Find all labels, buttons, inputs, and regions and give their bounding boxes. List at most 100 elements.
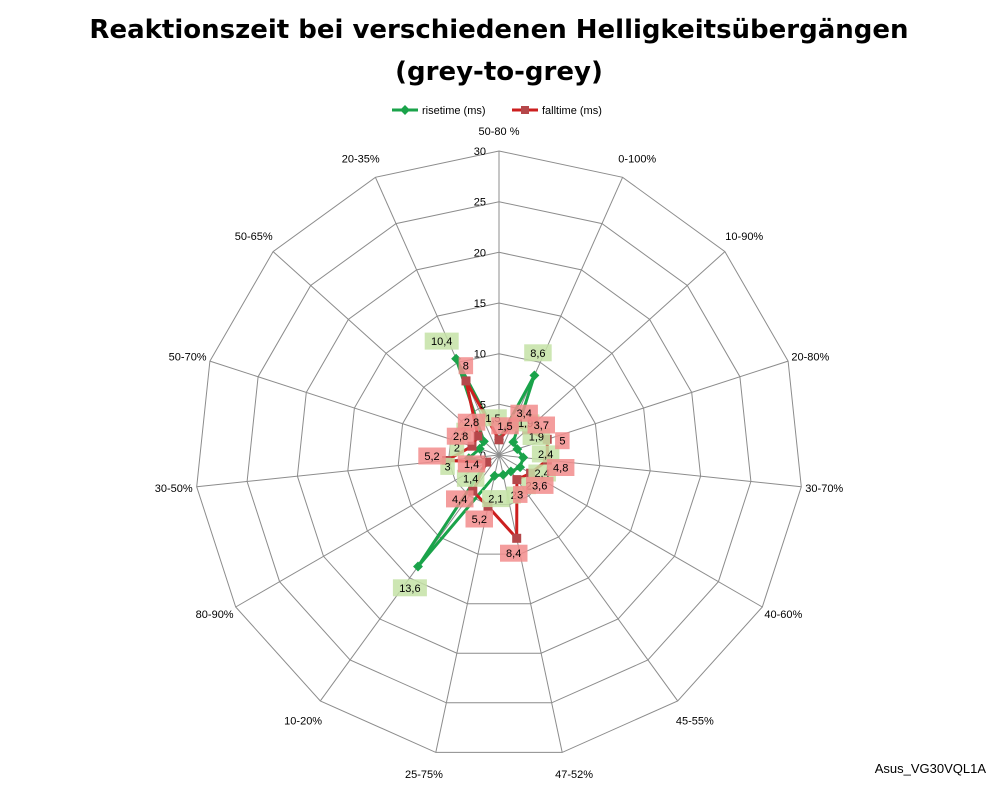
data-label-bg-s0-14: [424, 332, 459, 350]
grid-ring-15: [347, 302, 651, 605]
series-0-point-2: [508, 437, 519, 448]
tick-label-5: 5: [480, 399, 486, 411]
data-label-bg-s1-3: [555, 432, 570, 450]
category-label-8: 25-75%: [405, 769, 443, 781]
spoke-10: [235, 454, 500, 608]
data-label-text-s1-0: 1,5: [497, 421, 512, 433]
data-label-s1-6: 3: [513, 485, 528, 503]
data-label-s1-10: 1,4: [457, 455, 486, 473]
series-1-point-10: [482, 457, 492, 467]
data-label-s0-1: 8,6: [524, 344, 552, 362]
data-label-text-s0-9: 13,6: [399, 583, 420, 595]
data-label-s1-4: 4,8: [546, 459, 575, 476]
data-label-bg-s0-10: [456, 469, 485, 487]
data-label-s1-11: 5,2: [418, 447, 446, 465]
series-0-point-8: [489, 470, 500, 481]
data-label-s1-13: 2,8: [457, 413, 486, 431]
data-label-text-s1-13: 2,8: [464, 417, 479, 429]
series-1-point-14: [461, 376, 471, 386]
category-label-1: 0-100%: [618, 154, 656, 166]
data-label-text-s0-3: 1,9: [529, 432, 544, 444]
data-label-text-s0-8: 2,1: [488, 494, 503, 506]
category-labels: 50-80 % 0-100% 10-90% 20-80% 30-70% 40-60% 45-…: [155, 126, 844, 781]
data-label-bg-s1-4: [546, 459, 575, 476]
category-label-14: 20-35%: [342, 154, 380, 166]
data-label-s1-3: 5: [555, 432, 570, 450]
data-label-bg-s1-13: [457, 413, 486, 431]
tick-label-30: 30: [474, 146, 486, 158]
data-label-text-s1-12: 2,8: [453, 431, 468, 443]
series-0-point-1: [529, 370, 540, 381]
category-label-11: 30-50%: [155, 483, 193, 495]
category-label-13: 50-65%: [235, 231, 273, 243]
legend-label-risetime: risetime (ms): [422, 105, 486, 117]
data-label-text-s1-8: 5,2: [472, 514, 487, 526]
data-label-s1-5: 3,6: [526, 476, 554, 494]
series-0-point-4: [518, 452, 529, 463]
data-label-s1-8: 5,2: [465, 510, 493, 528]
data-label-text-s1-3: 5: [559, 436, 565, 448]
grid-ring-30: [196, 150, 802, 753]
data-label-s1-9: 4,4: [446, 490, 474, 508]
data-label-text-s1-5: 3,6: [532, 480, 547, 492]
data-label-bg-s1-10: [457, 455, 486, 473]
data-labels: 1,58,61,91,92,42,4222,113,61,432210,41,5…: [392, 332, 575, 597]
data-label-text-s1-4: 4,8: [553, 463, 568, 475]
series-1-point-13: [473, 431, 483, 441]
series-0-point-3: [512, 444, 523, 455]
data-label-bg-s0-1: [524, 344, 552, 362]
data-label-text-s0-12: 2: [454, 443, 460, 455]
series-0-point-7: [498, 469, 509, 480]
data-label-s1-14: 8: [458, 357, 474, 375]
grid-ring-20: [296, 251, 702, 654]
chart-title-line-2: (grey-to-grey): [395, 57, 603, 87]
data-label-text-s1-6: 3: [517, 489, 523, 501]
series-1-point-7: [512, 533, 522, 543]
chart-title-line-1: Reaktionszeit bei verschiedenen Helligke…: [89, 15, 908, 45]
data-label-text-s1-11: 5,2: [424, 451, 439, 463]
legend-item-risetime: risetime (ms): [392, 105, 486, 117]
series-0-point-9: [413, 561, 423, 572]
tick-label-10: 10: [474, 349, 486, 361]
series-0-point-6: [505, 466, 516, 477]
grid-ring-25: [246, 201, 752, 704]
data-label-s1-7: 8,4: [500, 544, 528, 562]
tick-label-15: 15: [474, 298, 486, 310]
data-label-text-s0-1: 8,6: [530, 348, 545, 360]
spoke-14: [374, 177, 500, 456]
data-label-bg-s0-4: [531, 445, 560, 463]
legend-item-falltime: falltime (ms): [512, 105, 602, 117]
series-0-point-14: [451, 353, 462, 364]
data-label-s0-8: 2,1: [482, 490, 510, 508]
radar-grid: [196, 150, 802, 753]
data-label-bg-s1-14: [458, 357, 474, 375]
data-label-bg-s0-8: [482, 490, 510, 508]
watermark-label: Asus_VG30VQL1A: [875, 761, 987, 776]
tick-label-20: 20: [474, 247, 486, 259]
category-label-3: 20-80%: [791, 352, 829, 364]
series-1-point-12: [467, 441, 477, 451]
legend: risetime (ms) falltime (ms): [392, 105, 602, 117]
series-1-point-6: [512, 475, 522, 485]
legend-label-falltime: falltime (ms): [542, 105, 602, 117]
series-1-point-0: [494, 435, 504, 445]
data-label-s1-2: 3,7: [527, 416, 555, 434]
category-label-6: 45-55%: [676, 715, 714, 727]
data-label-bg-s1-2: [527, 416, 555, 434]
data-label-text-s0-14: 10,4: [431, 336, 452, 348]
category-label-10: 80-90%: [196, 609, 234, 621]
data-label-bg-s1-11: [418, 447, 446, 465]
data-label-text-s0-4: 2,4: [538, 449, 553, 461]
data-label-text-s1-2: 3,7: [534, 420, 549, 432]
spoke-6: [498, 454, 679, 702]
category-label-2: 10-90%: [725, 231, 763, 243]
category-label-4: 30-70%: [805, 483, 843, 495]
data-label-text-s0-10: 1,4: [463, 473, 478, 485]
data-label-text-s1-7: 8,4: [506, 548, 521, 560]
data-label-text-s1-10: 1,4: [464, 459, 479, 471]
data-label-bg-s1-12: [446, 427, 475, 445]
series-0-point-12: [474, 443, 485, 454]
grid-ring-10: [397, 353, 601, 555]
data-label-s0-4: 2,4: [531, 445, 560, 463]
data-label-bg-s0-9: [392, 579, 427, 597]
